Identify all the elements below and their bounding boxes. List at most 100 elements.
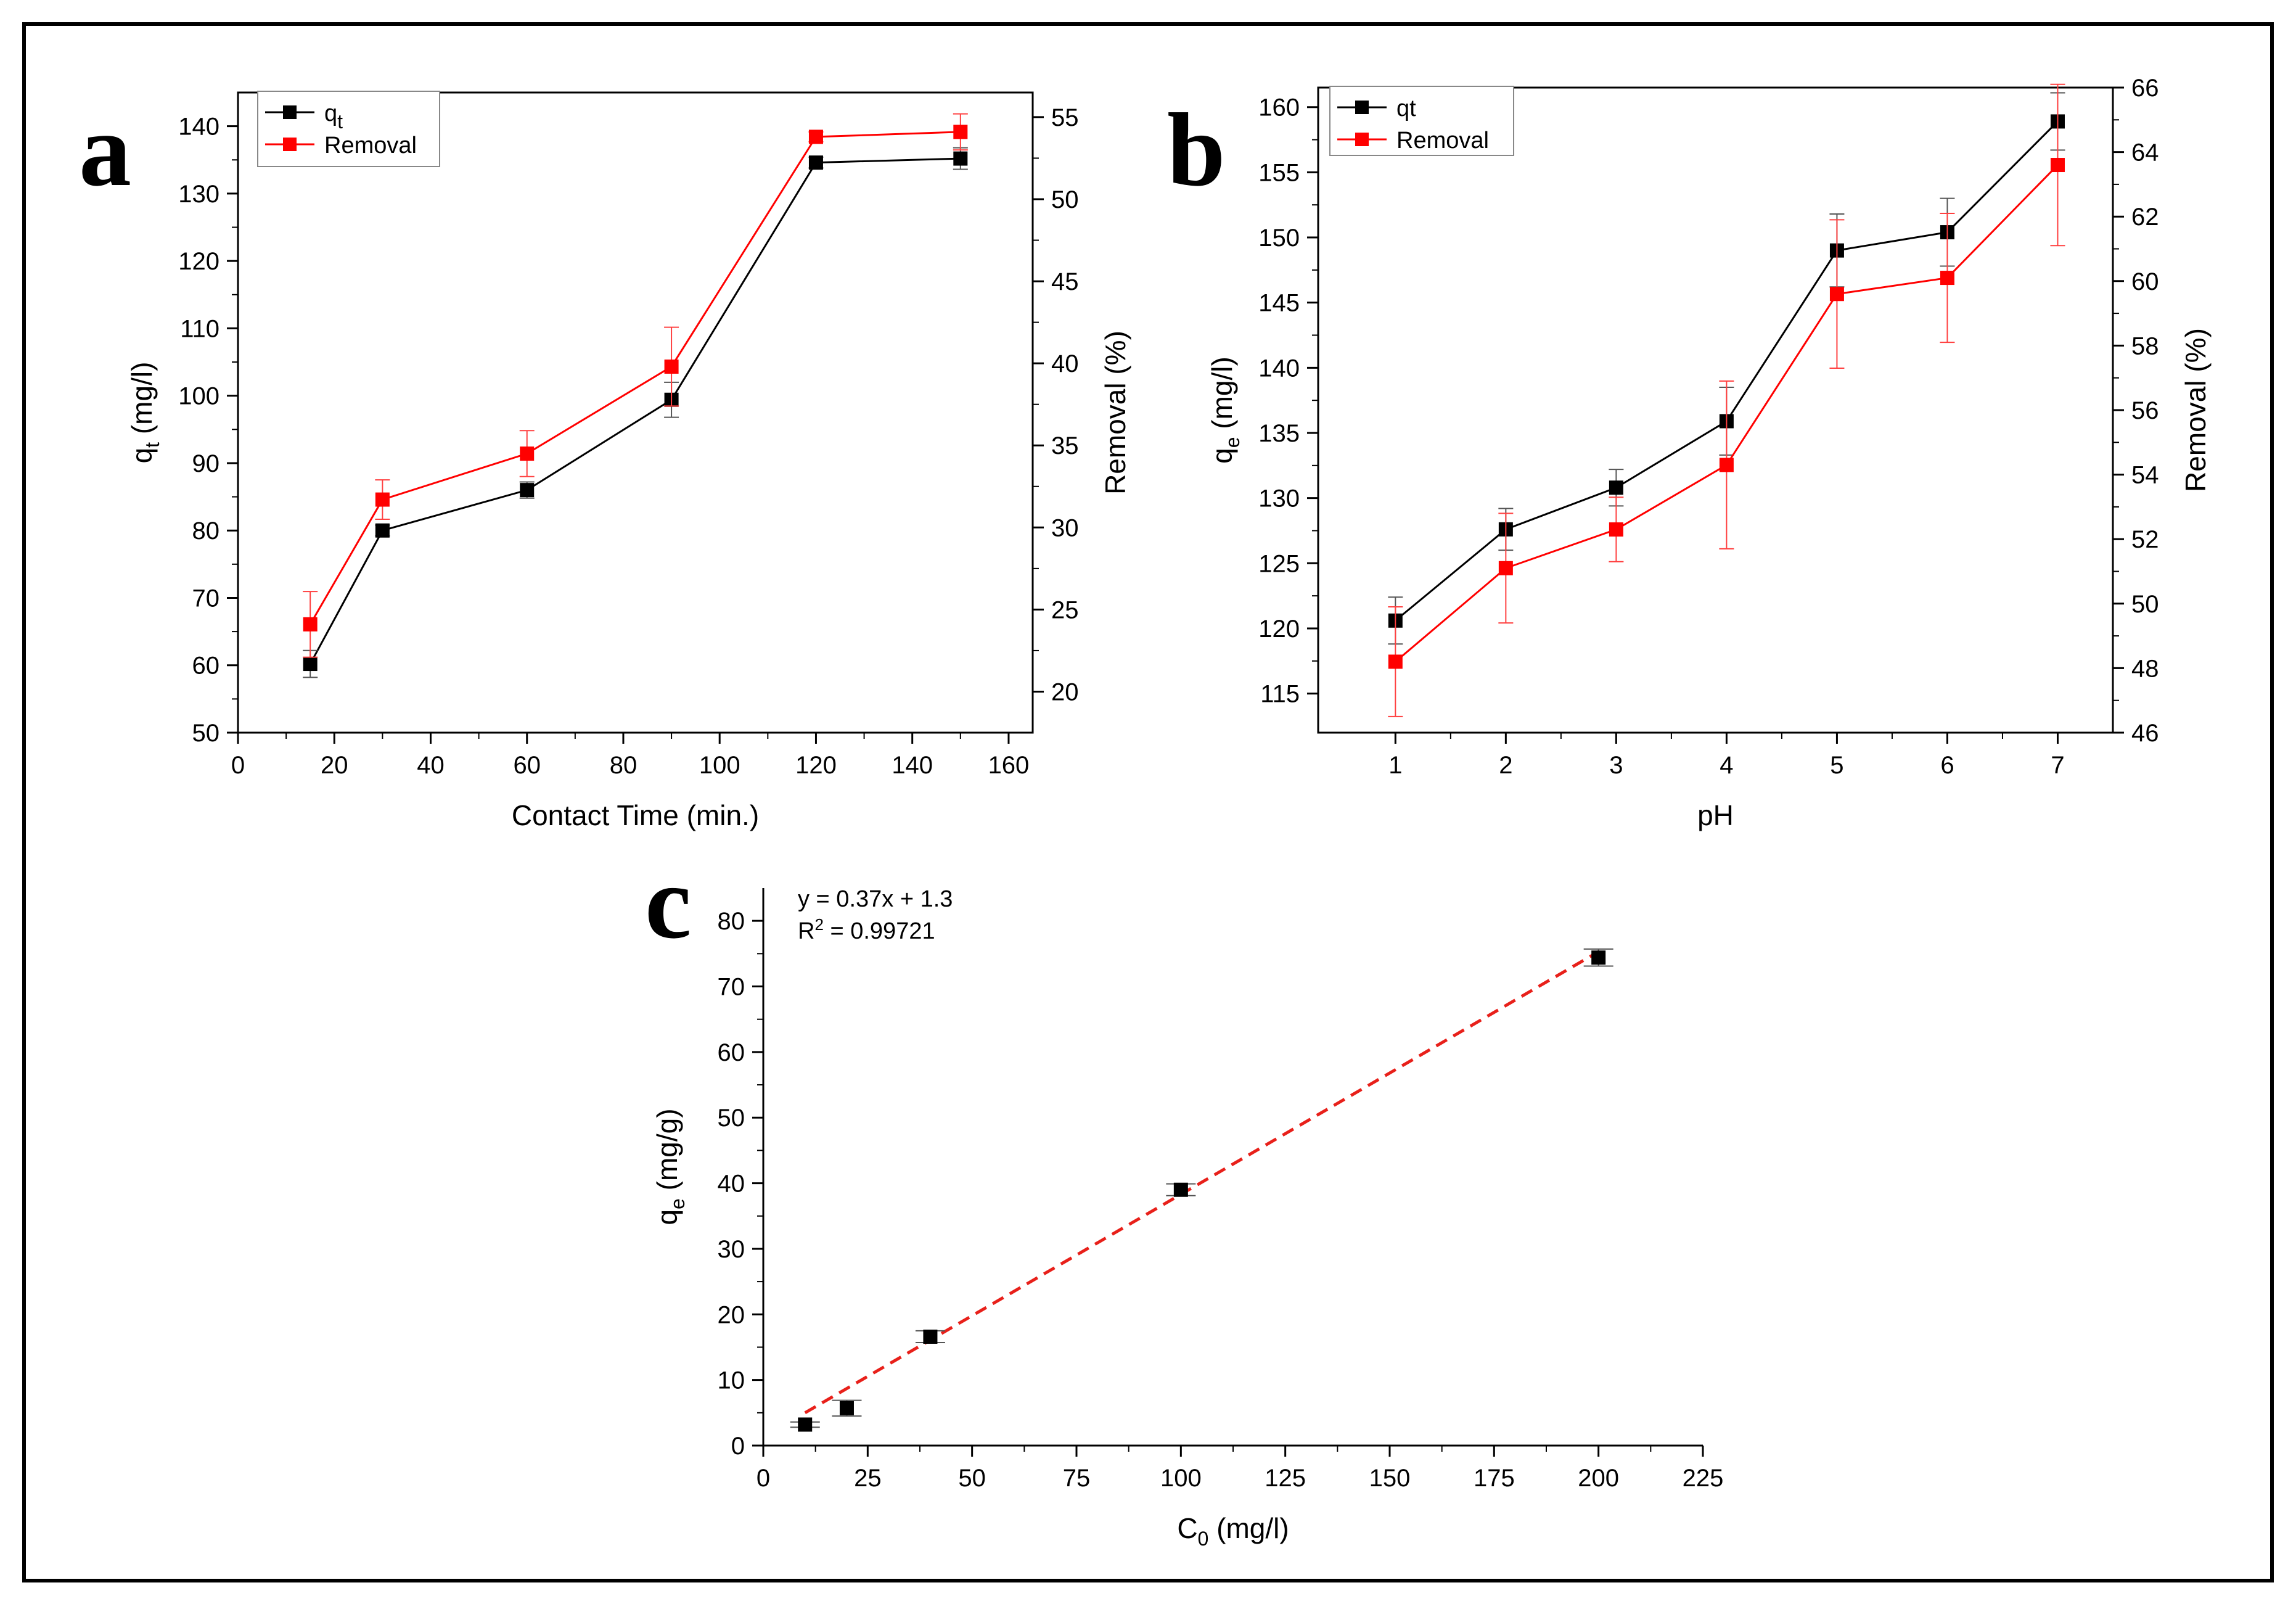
x-axis-title: Contact Time (min.) [512, 799, 759, 831]
y-tick-label: 30 [718, 1236, 745, 1263]
y2-tick-label: 58 [2131, 332, 2159, 360]
y2-tick-label: 55 [1051, 104, 1079, 131]
data-point [1591, 950, 1606, 965]
data-point [1829, 287, 1844, 302]
data-point [375, 523, 390, 538]
x-tick-label: 2 [1499, 752, 1512, 779]
data-point [375, 492, 390, 507]
x-tick-label: 1 [1388, 752, 1402, 779]
y2-tick-label: 64 [2131, 139, 2159, 167]
x-tick-label: 225 [1683, 1465, 1724, 1492]
data-point [808, 130, 823, 144]
chart-panel-b: 1 2 3 4 5 6 7115120125130135140145150155160464… [1167, 75, 2212, 831]
x-tick-label: 200 [1578, 1465, 1619, 1492]
y-axis-title: qt (mg/l) [126, 362, 163, 464]
x-tick-label: 75 [1063, 1465, 1091, 1492]
data-point [664, 359, 679, 374]
y-tick-label: 155 [1258, 159, 1300, 186]
x-tick-label: 140 [892, 752, 933, 779]
fit-equation: y = 0.37x + 1.3 [798, 886, 953, 912]
x-tick-label: 20 [321, 752, 348, 779]
legend-label: qt [1396, 96, 1416, 121]
data-point [1719, 458, 1734, 472]
r-squared: R2 = 0.99721 [798, 915, 935, 944]
legend-label: qt [324, 101, 343, 133]
y-tick-label: 130 [178, 181, 219, 208]
y-tick-label: 80 [192, 517, 220, 545]
x-tick-label: 25 [854, 1465, 882, 1492]
y-tick-label: 160 [1258, 94, 1300, 121]
plot-frame [237, 91, 1034, 734]
y-tick-label: 100 [178, 383, 219, 410]
y2-tick-label: 46 [2131, 720, 2159, 747]
legend-swatch-marker [1355, 133, 1369, 146]
y-tick-label: 120 [178, 248, 219, 275]
series-line [309, 131, 961, 625]
data-point [520, 483, 535, 498]
x-tick-label: 100 [699, 752, 740, 779]
y2-tick-label: 48 [2131, 655, 2159, 682]
y-tick-label: 140 [1258, 355, 1300, 382]
y-axis-title: qe (mg/g) [651, 1108, 689, 1225]
series-line [309, 157, 961, 665]
y2-tick-label: 30 [1051, 514, 1079, 541]
series-removal [303, 113, 968, 658]
legend: qt Removal [1329, 86, 1514, 156]
x-tick-label: 40 [417, 752, 445, 779]
y2-tick-label: 20 [1051, 678, 1079, 706]
y2-tick-label: 56 [2131, 397, 2159, 424]
data-point [798, 1417, 813, 1432]
y-tick-label: 145 [1258, 290, 1300, 317]
chart-panel-c: 0 25 50 75 100 125 150 175 200 225 0 10 20 30 40 50 60 70… [645, 844, 1723, 1550]
data-point [953, 151, 968, 166]
data-point [808, 155, 823, 170]
data-point [2050, 158, 2065, 173]
data-point [1173, 1182, 1188, 1197]
legend-swatch-marker [283, 138, 297, 151]
panel-label-a: a [79, 92, 131, 208]
x-tick-label: 0 [756, 1465, 770, 1492]
y-tick-label: 135 [1258, 420, 1300, 447]
y2-tick-label: 40 [1051, 350, 1079, 377]
y-tick-label: 50 [192, 720, 220, 747]
y-tick-label: 125 [1258, 550, 1300, 577]
y-tick-label: 70 [718, 974, 745, 1001]
y-tick-label: 110 [180, 315, 219, 342]
y2-tick-label: 60 [2131, 268, 2159, 295]
y-tick-label: 130 [1258, 485, 1300, 512]
data-point [953, 125, 968, 139]
data-point [303, 617, 318, 632]
y2-tick-label: 62 [2131, 204, 2159, 231]
legend-label: Removal [1396, 128, 1489, 154]
series-qt [303, 147, 968, 678]
y2-tick-label: 50 [2131, 591, 2159, 618]
data-point [839, 1401, 854, 1415]
y2-tick-label: 25 [1051, 596, 1079, 623]
legend-box [257, 91, 440, 167]
series-removal [1388, 83, 2065, 717]
y2-tick-label: 66 [2131, 75, 2159, 102]
y-tick-label: 70 [192, 585, 220, 612]
y-tick-label: 115 [1260, 681, 1300, 708]
chart-panel-a: 0 20 40 60 80 100 120 140 160 50 60 70 80 90 100 110 120… [79, 91, 1131, 831]
y-tick-label: 120 [1258, 615, 1300, 643]
figure-frame [22, 22, 2274, 1582]
y2-tick-label: 52 [2131, 526, 2159, 553]
x-tick-label: 7 [2051, 752, 2064, 779]
y-axis-title: qe (mg/l) [1206, 356, 1244, 464]
data-point [1388, 654, 1403, 669]
x-tick-label: 4 [1720, 752, 1733, 779]
y-tick-label: 60 [718, 1039, 745, 1066]
x-tick-label: 100 [1160, 1465, 1202, 1492]
y-tick-label: 0 [731, 1433, 745, 1460]
x-tick-label: 160 [988, 752, 1030, 779]
x-axis-title: C0 (mg/l) [1177, 1512, 1289, 1550]
panel-label-c: c [645, 844, 691, 960]
x-tick-label: 50 [958, 1465, 986, 1492]
y-tick-label: 50 [718, 1105, 745, 1132]
data-point [1940, 271, 1954, 286]
y-tick-label: 90 [192, 450, 220, 477]
